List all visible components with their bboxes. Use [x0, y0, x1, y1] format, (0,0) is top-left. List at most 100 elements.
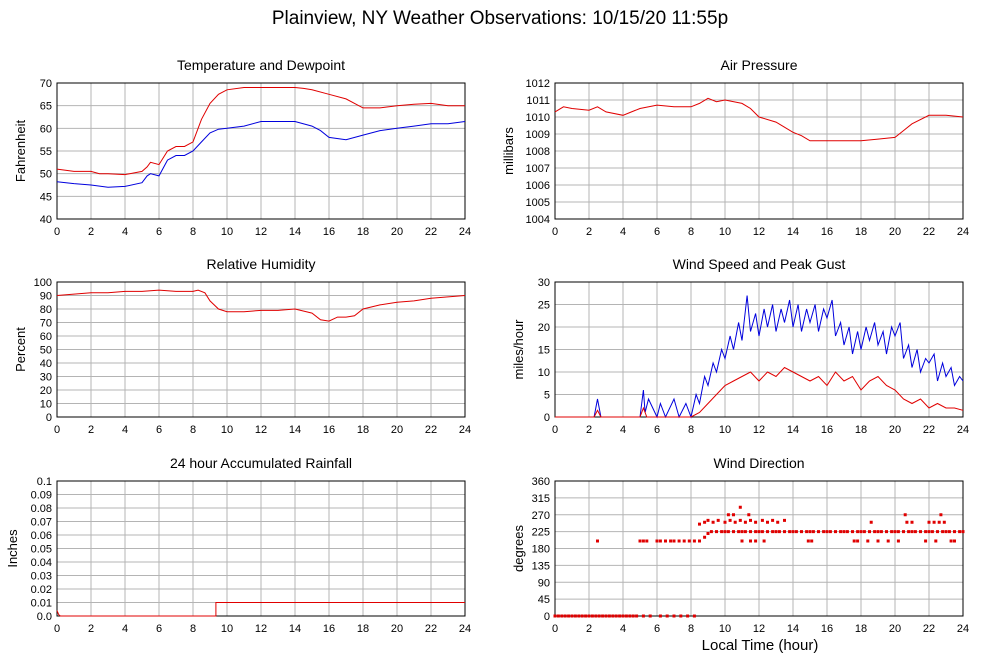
x-tick-label: 22 — [923, 623, 935, 635]
x-tick-label: 0 — [54, 424, 60, 436]
x-tick-label: 8 — [190, 424, 196, 436]
data-point — [594, 614, 598, 618]
x-tick-label: 14 — [289, 623, 301, 635]
wind-ylabel: miles/hour — [511, 319, 526, 380]
data-point — [961, 530, 965, 534]
data-point — [777, 530, 781, 534]
data-point — [621, 614, 625, 618]
data-point — [944, 530, 948, 534]
x-tick-label: 14 — [787, 424, 799, 436]
x-tick-label: 8 — [688, 623, 694, 635]
data-point — [896, 539, 900, 543]
data-point — [677, 539, 681, 543]
data-point — [664, 539, 667, 543]
x-tick-label: 6 — [156, 226, 162, 238]
direction-frame — [554, 480, 964, 617]
x-tick-label: 18 — [855, 623, 867, 635]
humidity-frame — [56, 281, 466, 418]
x-tick-label: 10 — [719, 424, 731, 436]
y-tick-label: 0.09 — [31, 490, 52, 502]
data-point — [631, 614, 635, 618]
data-point — [794, 530, 798, 534]
data-point — [597, 614, 601, 618]
y-tick-label: 0.08 — [31, 503, 52, 515]
x-tick-label: 18 — [357, 623, 369, 635]
data-point — [936, 530, 939, 534]
humidity-title: Relative Humidity — [207, 256, 316, 272]
data-point — [760, 518, 764, 522]
x-tick-label: 20 — [889, 226, 901, 238]
data-point — [614, 614, 618, 618]
data-point — [733, 520, 737, 524]
data-point — [862, 530, 866, 534]
data-point — [723, 520, 727, 524]
y-tick-label: 65 — [40, 101, 52, 113]
series-line-0 — [554, 97, 964, 142]
x-tick-label: 2 — [586, 623, 592, 635]
pressure-ylabel: millibars — [501, 127, 516, 175]
y-tick-label: 180 — [532, 544, 550, 556]
data-point — [949, 539, 953, 543]
y-tick-label: 70 — [40, 318, 52, 330]
data-point — [749, 518, 752, 522]
data-point — [876, 539, 880, 543]
x-tick-label: 24 — [459, 623, 471, 635]
data-point — [927, 520, 931, 524]
data-point — [648, 614, 652, 618]
data-point — [902, 530, 905, 534]
x-tick-label: 2 — [88, 623, 94, 635]
data-point — [859, 530, 863, 534]
y-tick-label: 1005 — [526, 197, 550, 209]
data-point — [927, 530, 931, 534]
data-point — [698, 539, 701, 543]
x-tick-label: 22 — [923, 226, 935, 238]
x-tick-label: 2 — [586, 226, 592, 238]
page-title: Plainview, NY Weather Observations: 10/1… — [271, 8, 729, 29]
data-point — [776, 520, 780, 524]
rainfall-frame — [56, 480, 466, 617]
data-point — [947, 530, 951, 534]
x-tick-label: 24 — [459, 226, 471, 238]
x-tick-label: 10 — [719, 226, 731, 238]
y-tick-label: 360 — [532, 476, 550, 488]
data-point — [958, 530, 962, 534]
x-tick-label: 0 — [552, 424, 558, 436]
data-point — [930, 530, 934, 534]
x-tick-label: 0 — [54, 226, 60, 238]
data-point — [932, 520, 936, 524]
data-point — [618, 614, 622, 618]
x-tick-label: 10 — [719, 623, 731, 635]
x-tick-label: 12 — [753, 424, 765, 436]
data-point — [754, 520, 758, 524]
data-point — [665, 614, 669, 618]
data-point — [740, 539, 744, 543]
data-point — [577, 614, 581, 618]
data-point — [669, 539, 673, 543]
x-tick-label: 20 — [889, 623, 901, 635]
data-point — [953, 530, 956, 534]
data-point — [679, 614, 683, 618]
rainfall-ylabel: Inches — [5, 529, 20, 568]
x-tick-label: 24 — [957, 623, 969, 635]
y-tick-label: 0.07 — [31, 517, 52, 529]
y-tick-label: 70 — [40, 78, 52, 90]
data-point — [706, 518, 710, 522]
data-point — [728, 518, 732, 522]
y-tick-label: 80 — [40, 304, 52, 316]
wind-title: Wind Speed and Peak Gust — [673, 256, 846, 272]
data-point — [638, 539, 642, 543]
x-tick-label: 24 — [957, 424, 969, 436]
data-point — [655, 539, 659, 543]
y-tick-label: 0.01 — [31, 598, 52, 610]
temperature-ylabel: Fahrenheit — [13, 120, 28, 183]
data-point — [896, 530, 900, 534]
data-point — [866, 539, 870, 543]
x-tick-label: 12 — [255, 424, 267, 436]
y-tick-label: 0.0 — [37, 611, 52, 623]
y-tick-label: 45 — [40, 191, 52, 203]
data-point — [953, 539, 956, 543]
x-tick-label: 4 — [620, 623, 626, 635]
data-point — [611, 614, 615, 618]
y-tick-label: 60 — [40, 331, 52, 343]
